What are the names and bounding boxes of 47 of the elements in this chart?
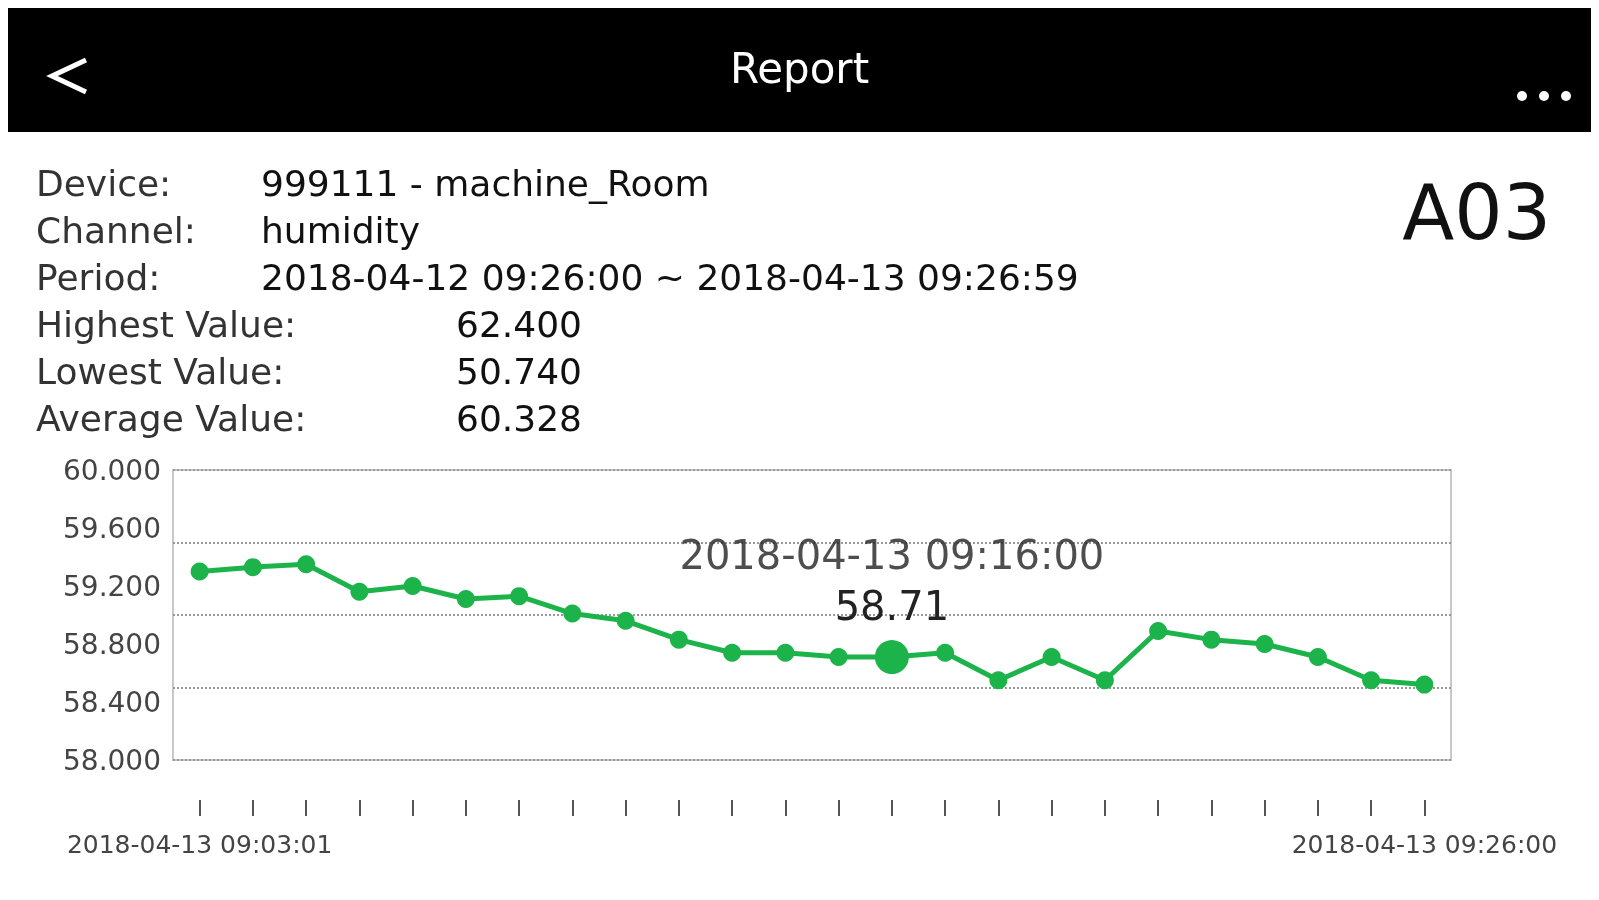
text: Highest Value: bbox=[36, 303, 298, 347]
point bbox=[563, 604, 582, 623]
point bbox=[1255, 635, 1274, 653]
point bbox=[1415, 675, 1434, 694]
point bbox=[403, 577, 422, 595]
text: humidity bbox=[261, 209, 420, 253]
point bbox=[510, 587, 529, 606]
text: 2018-04-12 09:26:00 ~ 2018-04-13 09:26:59 bbox=[261, 256, 1079, 300]
y-tick-label: 58.400 bbox=[63, 685, 161, 719]
chart-title: Report bbox=[728, 44, 871, 93]
point bbox=[936, 643, 955, 662]
point bbox=[616, 611, 635, 630]
point bbox=[989, 671, 1008, 690]
text: 999111 - machine_Room bbox=[261, 162, 710, 206]
point bbox=[297, 555, 316, 574]
point bbox=[776, 643, 795, 662]
point bbox=[669, 630, 688, 649]
chart-subtitle: A03 bbox=[1402, 168, 1551, 257]
x-tick-label: 2018-04-13 09:26:00 bbox=[1291, 830, 1558, 859]
text: Period: bbox=[36, 256, 162, 300]
text: 60.328 bbox=[456, 397, 582, 441]
y-tick-label: 58.000 bbox=[63, 743, 161, 777]
y-tick-label: 59.600 bbox=[63, 511, 161, 545]
text: Device: bbox=[36, 162, 173, 206]
point bbox=[1308, 648, 1327, 667]
text: Lowest Value: bbox=[36, 350, 286, 394]
point bbox=[190, 562, 209, 581]
point bbox=[1042, 648, 1061, 667]
point bbox=[1095, 671, 1114, 690]
point bbox=[243, 558, 262, 577]
y-tick-label: 58.800 bbox=[63, 627, 161, 661]
y-tick-label: 60.000 bbox=[63, 453, 161, 487]
text: 50.740 bbox=[456, 350, 582, 394]
data-label: 58.71 bbox=[834, 583, 950, 630]
text: Channel: bbox=[36, 209, 197, 253]
text: 62.400 bbox=[456, 303, 582, 347]
point bbox=[1202, 630, 1221, 649]
point bbox=[829, 648, 848, 667]
y-tick-label: 59.200 bbox=[63, 569, 161, 603]
point bbox=[350, 582, 369, 601]
point bbox=[1149, 621, 1168, 640]
point bbox=[456, 590, 475, 609]
annotation: 2018-04-13 09:16:00 bbox=[679, 532, 1105, 579]
x-tick-label: 2018-04-13 09:03:01 bbox=[66, 830, 333, 859]
text: Average Value: bbox=[36, 397, 308, 441]
point bbox=[1362, 671, 1381, 690]
point bbox=[723, 643, 742, 662]
